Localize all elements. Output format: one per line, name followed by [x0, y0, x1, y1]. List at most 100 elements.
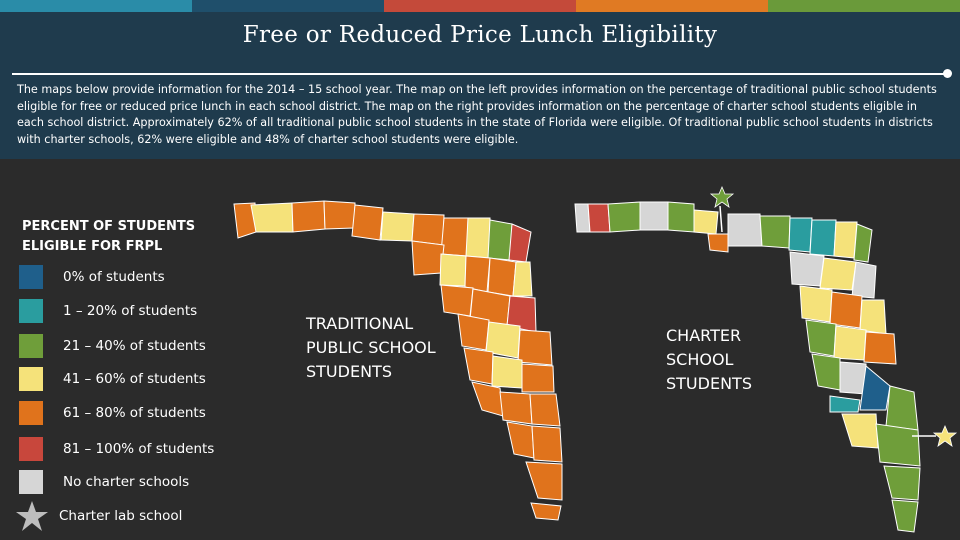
county [250, 202, 294, 233]
charter-map-label: CHARTER SCHOOL STUDENTS [666, 326, 752, 393]
county [471, 381, 504, 417]
legend-label: 41 – 60% of students [63, 371, 206, 387]
legend-swatch [19, 265, 43, 289]
county [863, 331, 897, 365]
county [859, 365, 891, 411]
county [491, 355, 523, 389]
county [439, 253, 467, 287]
county [323, 200, 356, 230]
county [440, 284, 474, 317]
county [727, 213, 763, 247]
legend-label: 0% of students [63, 269, 165, 285]
county [529, 393, 561, 427]
county [508, 223, 532, 263]
county [411, 240, 445, 276]
lab-star-shape [16, 501, 48, 531]
county [883, 465, 921, 501]
county [521, 363, 555, 393]
legend-swatch [19, 299, 43, 323]
county [833, 325, 867, 361]
county [587, 203, 611, 233]
county [530, 502, 562, 521]
county [440, 217, 469, 257]
county [839, 361, 867, 395]
county [829, 291, 863, 329]
top-bar-segment [0, 0, 192, 12]
legend-label: No charter schools [63, 474, 190, 490]
legend-swatch [19, 470, 43, 494]
county [531, 425, 563, 463]
county [859, 299, 887, 335]
county [487, 219, 513, 261]
legend-label: 1 – 20% of students [63, 303, 198, 319]
legend-swatch [19, 437, 43, 461]
top-bar-segment [576, 0, 768, 12]
county [506, 421, 535, 459]
legend-label: 61 – 80% of students [63, 405, 206, 421]
county [499, 391, 533, 425]
county [351, 204, 384, 241]
top-bar-segment [192, 0, 384, 12]
legend-label: 81 – 100% of students [63, 441, 215, 457]
county [465, 217, 491, 259]
county [853, 223, 873, 263]
top-bar-segment [384, 0, 576, 12]
lab-star-icon [932, 424, 958, 447]
county [875, 423, 921, 467]
description: The maps below provide information for t… [17, 83, 937, 146]
county [833, 221, 858, 259]
county [885, 385, 919, 431]
county [607, 201, 641, 233]
county [291, 200, 326, 233]
lab-star-icon [709, 185, 735, 208]
county [639, 201, 669, 231]
county [667, 201, 695, 233]
county [788, 217, 813, 253]
county [851, 261, 877, 299]
county [809, 219, 837, 257]
county [574, 203, 591, 233]
traditional-map-label: TRADITIONAL PUBLIC SCHOOL STUDENTS [306, 314, 436, 381]
legend-item: 21 – 40% of students [19, 333, 206, 359]
county [799, 285, 833, 323]
county [811, 353, 841, 391]
legend-item: 81 – 100% of students [19, 436, 214, 462]
legend-item: 0% of students [19, 264, 165, 290]
legend-swatch [19, 334, 43, 358]
county [464, 255, 491, 293]
county [891, 499, 919, 533]
legend-swatch [19, 367, 43, 391]
page-title: Free or Reduced Price Lunch Eligibility [242, 22, 718, 48]
charter-map [574, 201, 921, 533]
lab-school-markers [709, 185, 958, 447]
legend-label: Charter lab school [59, 508, 183, 524]
county [693, 209, 719, 235]
legend-title: PERCENT OF STUDENTS ELIGIBLE FOR FRPL [22, 219, 196, 254]
top-bar-segment [768, 0, 960, 12]
county [707, 233, 729, 253]
county [525, 461, 563, 501]
county [457, 313, 490, 351]
county [411, 213, 445, 246]
county [380, 211, 415, 242]
county [829, 395, 861, 413]
legend-label: 21 – 40% of students [63, 338, 206, 354]
county [789, 251, 825, 287]
county [759, 215, 791, 249]
legend-swatch [19, 401, 43, 425]
legend-item: Charter lab school [16, 501, 183, 531]
legend-item: No charter schools [19, 469, 189, 495]
county [463, 347, 494, 385]
county [487, 257, 517, 297]
county [805, 319, 837, 357]
county [512, 261, 533, 297]
legend-item: 1 – 20% of students [19, 298, 197, 324]
traditional-map [233, 200, 563, 521]
county [517, 329, 553, 366]
top-color-bar [0, 0, 960, 12]
title-rule-dot [943, 69, 952, 78]
legend-item: 41 – 60% of students [19, 366, 206, 392]
county [841, 413, 879, 449]
county [819, 257, 857, 291]
